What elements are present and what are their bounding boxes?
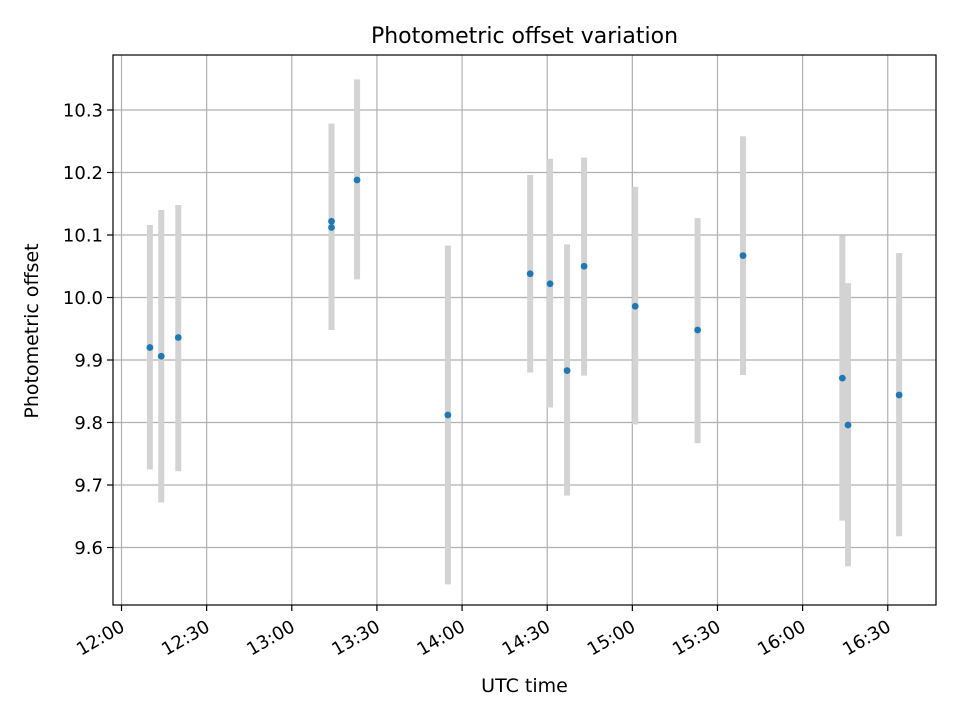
- data-point: [838, 374, 846, 382]
- data-points: [146, 176, 903, 429]
- data-point: [353, 176, 361, 184]
- data-point: [739, 252, 747, 260]
- data-point: [895, 391, 903, 399]
- chart-title: Photometric offset variation: [371, 24, 678, 49]
- y-tick-label: 9.8: [74, 413, 103, 434]
- data-point: [526, 270, 534, 278]
- data-point: [694, 326, 702, 334]
- y-tick-label: 10.3: [63, 101, 103, 122]
- data-point: [444, 411, 452, 419]
- y-tick-label: 9.7: [74, 476, 103, 497]
- y-tick-label: 10.0: [63, 288, 103, 309]
- data-point: [157, 352, 165, 360]
- data-point: [631, 302, 639, 310]
- y-tick-label: 9.9: [74, 351, 103, 372]
- plot-area-frame: [112, 54, 937, 606]
- y-tick-label: 10.1: [63, 226, 103, 247]
- grid: [113, 55, 936, 605]
- data-point: [844, 421, 852, 429]
- data-point: [546, 280, 554, 288]
- data-point: [146, 344, 154, 351]
- x-axis-label: UTC time: [481, 675, 568, 697]
- data-point: [328, 217, 335, 225]
- data-point: [174, 334, 182, 341]
- data-point: [580, 262, 588, 270]
- data-point: [563, 367, 571, 375]
- y-tick-label: 9.6: [74, 538, 103, 559]
- y-axis-label: Photometric offset: [21, 243, 43, 418]
- data-point: [328, 224, 335, 231]
- y-tick-label: 10.2: [63, 163, 103, 184]
- y-axis-ticks: 9.6 9.7 9.8 9.9 10.0 10.1 10.2 10.3: [63, 101, 113, 559]
